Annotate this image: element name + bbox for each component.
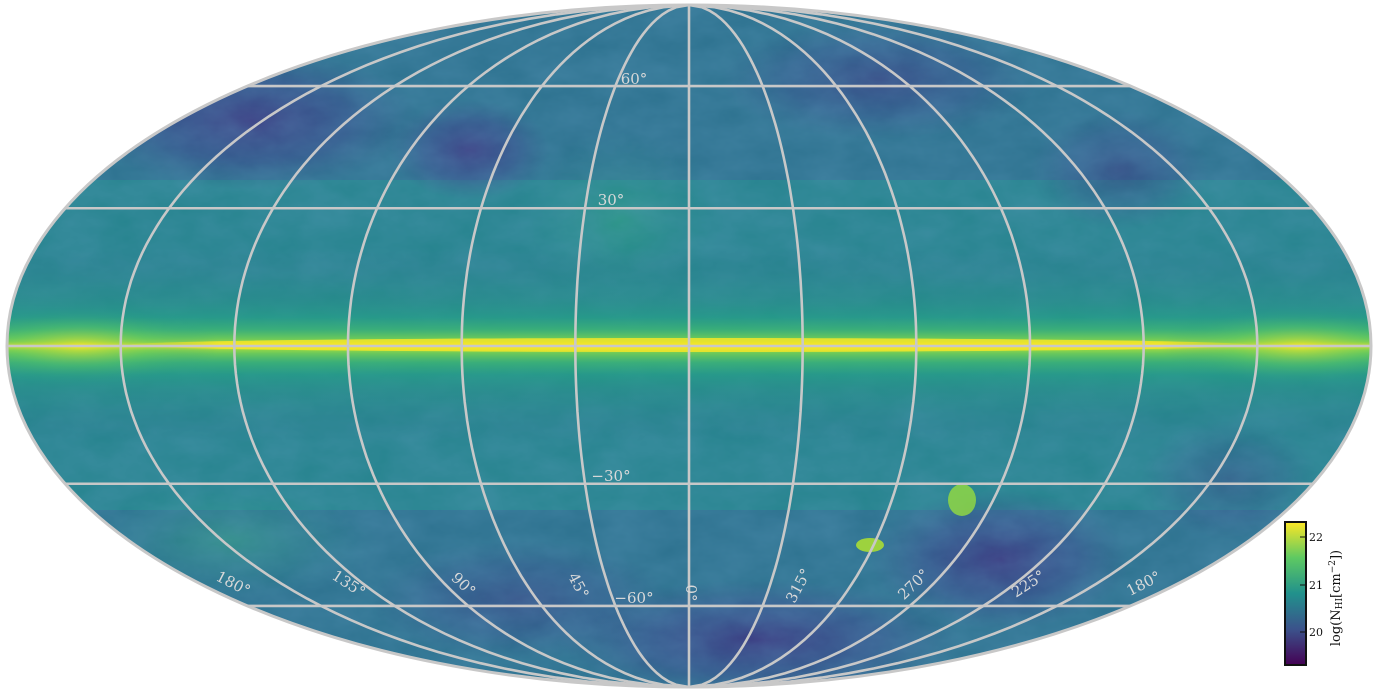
graticule (7, 5, 1371, 687)
colorbar-tick-20: 20 (1309, 626, 1323, 639)
colorbar-gradient (1284, 521, 1307, 666)
map-boundary (5, 3, 1373, 689)
colorbar-tick-21: 21 (1309, 579, 1323, 592)
lat-label-minus-30: −30° (591, 467, 630, 485)
lat-label-minus-60: −60° (614, 589, 653, 607)
lat-label-30: 30° (598, 191, 625, 209)
lon-label-0: 0° (682, 584, 700, 601)
colorbar-label: log(NHI[cm−2]) (1328, 550, 1345, 646)
colorbar-tick-22: 22 (1309, 531, 1323, 544)
lat-label-60: 60° (621, 70, 648, 88)
colorbar: 22 21 20 log(NHI[cm−2]) (1284, 521, 1345, 666)
